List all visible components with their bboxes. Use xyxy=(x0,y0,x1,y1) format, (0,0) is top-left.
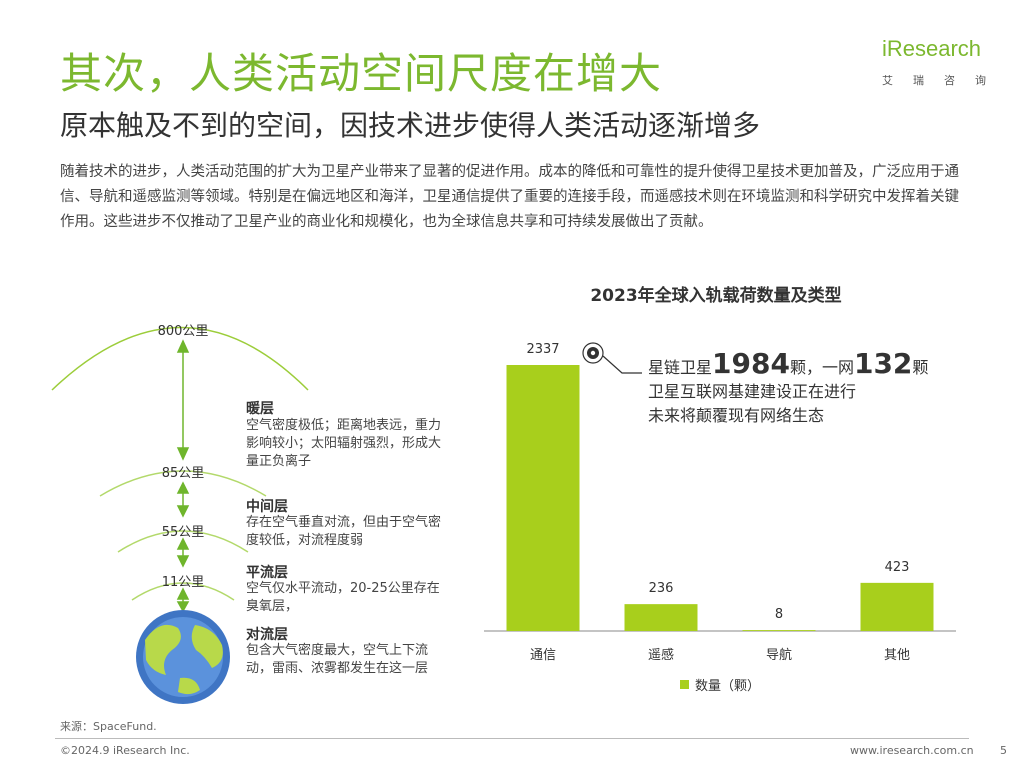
layer-desc-stratosphere: 空气仅水平流动，20-25公里存在臭氧层， xyxy=(246,581,440,614)
logo-char: 咨 xyxy=(944,74,955,87)
logo-chinese: 艾 瑞 咨 询 xyxy=(882,72,986,88)
thermosphere-arc xyxy=(51,326,309,391)
callout-number-starlink: 1984 xyxy=(712,347,790,380)
x-tick-label-2: 导航 xyxy=(766,647,792,663)
callout-text: 颗 xyxy=(912,358,929,377)
callout-number-oneweb: 132 xyxy=(853,347,913,380)
x-tick-label-0: 通信 xyxy=(530,648,556,663)
bar-2 xyxy=(742,630,816,631)
target-icon xyxy=(582,342,604,364)
callout-text: 星链卫星 xyxy=(648,358,713,377)
layer-desc-thermosphere: 空气密度极低；距离地表远，重力影响较小；太阳辐射强烈，形成大量正负离子 xyxy=(246,418,442,469)
legend-swatch xyxy=(680,680,689,689)
altitude-label-11: 11公里 xyxy=(161,575,205,590)
callout-line-3: 未来将颠覆现有网络生态 xyxy=(648,406,825,425)
intro-paragraph: 随着技术的进步，人类活动范围的扩大为卫星产业带来了显著的促进作用。成本的降低和可… xyxy=(60,164,959,230)
payload-bar-chart: 2023年全球入轨载荷数量及类型 2337 通信 236 遥感 8 导航 423 其他 xyxy=(484,285,956,663)
logo-char: 询 xyxy=(975,74,986,87)
bar-3 xyxy=(860,582,934,631)
data-label-3: 423 xyxy=(885,560,910,575)
source-note: 来源：SpaceFund. xyxy=(60,720,157,733)
altitude-label-85: 85公里 xyxy=(161,466,205,481)
layer-desc-mesosphere: 存在空气垂直对流，但由于空气密度较低，对流程度弱 xyxy=(246,515,442,548)
callout-line-2: 卫星互联网基建建设正在进行 xyxy=(648,382,857,401)
starlink-callout: 星链卫星1984颗，一网132颗 卫星互联网基建建设正在进行 未来将颠覆现有网络… xyxy=(648,350,929,428)
footer-divider xyxy=(55,738,969,739)
mesosphere-arc xyxy=(99,470,267,497)
callout-text: 颗，一网 xyxy=(789,358,854,377)
x-tick-label-3: 其他 xyxy=(884,648,910,663)
bar-0 xyxy=(506,365,580,631)
page-number: 5 xyxy=(1000,744,1007,757)
logo-char: 瑞 xyxy=(913,74,924,87)
altitude-label-55: 55公里 xyxy=(161,525,205,540)
altitude-label-800: 800公里 xyxy=(157,324,209,339)
layer-title-stratosphere: 平流层 xyxy=(246,565,288,581)
iresearch-logo: iResearch 艾 瑞 咨 询 xyxy=(878,36,990,96)
legend-label: 数量（颗） xyxy=(695,679,761,694)
data-label-0: 2337 xyxy=(526,342,559,357)
logo-wordmark: iResearch xyxy=(882,36,982,61)
chart-title: 2023年全球入轨载荷数量及类型 xyxy=(590,285,841,306)
callout-line-1: 星链卫星1984颗，一网132颗 xyxy=(648,350,929,380)
bar-1 xyxy=(624,604,698,631)
callout-leader xyxy=(602,355,642,374)
data-label-1: 236 xyxy=(649,581,674,596)
page-title: 其次，人类活动空间尺度在增大 xyxy=(60,49,663,98)
logo-char: 艾 xyxy=(882,74,893,87)
altitude-axis xyxy=(176,339,190,613)
copyright: ©2024.9 iResearch Inc. xyxy=(60,744,190,757)
data-label-2: 8 xyxy=(775,607,783,622)
chart-legend: 数量（颗） xyxy=(680,675,760,694)
website-link[interactable]: www.iresearch.com.cn xyxy=(850,744,974,757)
earth-icon xyxy=(136,610,230,704)
page-subtitle: 原本触及不到的空间，因技术进步使得人类活动逐渐增多 xyxy=(60,109,761,142)
layer-title-mesosphere: 中间层 xyxy=(246,499,288,515)
troposphere-arc xyxy=(131,582,235,601)
stratosphere-arc xyxy=(117,530,249,553)
x-tick-label-1: 遥感 xyxy=(648,647,674,663)
layer-title-troposphere: 对流层 xyxy=(246,627,288,643)
layer-desc-troposphere: 包含大气密度最大，空气上下流动，雷雨、浓雾都发生在这一层 xyxy=(246,643,429,676)
layer-title-thermosphere: 暖层 xyxy=(246,401,274,417)
